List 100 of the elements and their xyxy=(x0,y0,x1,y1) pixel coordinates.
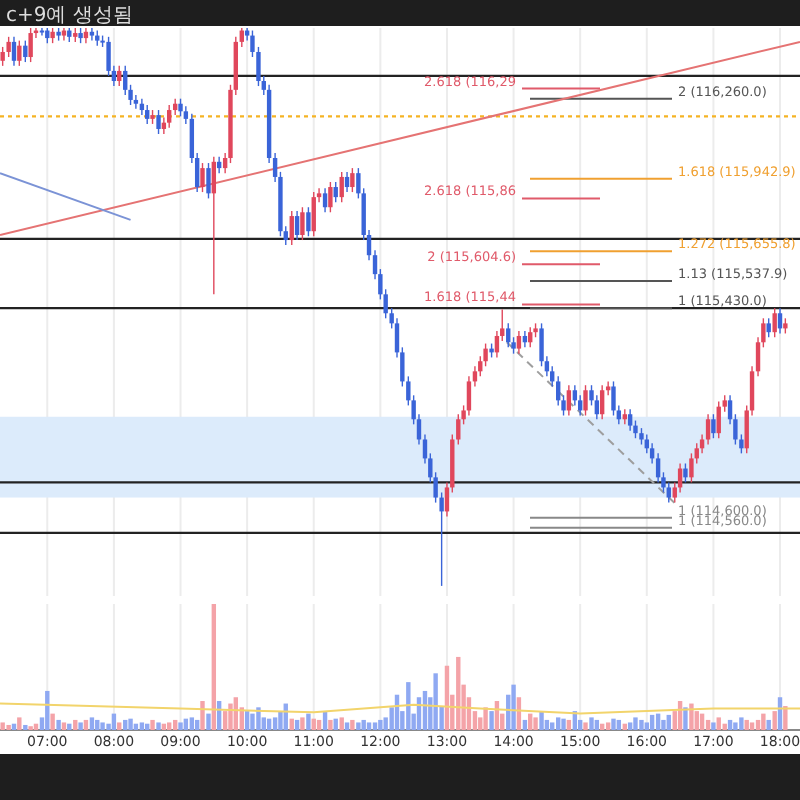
bar xyxy=(716,717,721,730)
bar xyxy=(23,724,28,730)
bar xyxy=(139,722,145,730)
bar xyxy=(89,717,95,730)
bar xyxy=(683,707,688,730)
bar xyxy=(627,722,633,730)
bar xyxy=(278,711,283,730)
bar xyxy=(633,717,638,730)
candlestick xyxy=(711,413,716,439)
candlestick xyxy=(583,384,588,417)
bar xyxy=(78,722,83,730)
candlestick xyxy=(566,384,572,417)
bar xyxy=(194,719,200,730)
bar xyxy=(206,713,211,730)
bar xyxy=(489,711,494,730)
candlestick xyxy=(28,27,33,63)
bar xyxy=(705,719,711,730)
bar xyxy=(749,722,755,730)
bar xyxy=(577,719,583,730)
bar xyxy=(366,722,372,730)
bar xyxy=(739,717,744,730)
candlestick xyxy=(306,206,311,237)
bar xyxy=(689,703,694,730)
bar xyxy=(605,722,611,730)
candlestick xyxy=(350,167,355,193)
candlestick xyxy=(156,109,161,135)
bar xyxy=(556,717,561,730)
bar xyxy=(300,717,305,730)
candlestick xyxy=(333,181,338,203)
candlestick xyxy=(777,307,783,335)
candlestick xyxy=(17,39,22,67)
bar xyxy=(522,719,528,730)
candlestick xyxy=(200,162,205,193)
bar xyxy=(117,722,122,730)
bar xyxy=(123,719,128,730)
bar xyxy=(616,719,622,730)
bar xyxy=(83,719,89,730)
candlestick xyxy=(516,330,522,355)
bar xyxy=(733,722,738,730)
bar xyxy=(200,701,205,730)
candlestick xyxy=(622,408,628,426)
bar xyxy=(372,722,378,730)
bar xyxy=(755,719,761,730)
candlestick xyxy=(599,384,605,420)
bar xyxy=(211,604,217,730)
candlestick xyxy=(344,171,350,193)
bar xyxy=(294,719,300,730)
bar xyxy=(544,719,550,730)
bar xyxy=(189,717,195,730)
bar xyxy=(0,722,5,730)
bar xyxy=(272,717,278,730)
bar xyxy=(150,719,155,730)
bar xyxy=(727,719,733,730)
candlestick xyxy=(89,27,95,42)
candlestick xyxy=(328,181,333,213)
bar xyxy=(222,711,228,730)
bar xyxy=(694,711,699,730)
bar xyxy=(661,719,666,730)
bar xyxy=(483,707,488,730)
bar xyxy=(772,711,777,730)
bar xyxy=(178,722,183,730)
candlestick xyxy=(117,65,122,87)
bar xyxy=(511,684,516,730)
bar xyxy=(61,722,67,730)
bar xyxy=(244,711,250,730)
bar xyxy=(316,719,322,730)
bar xyxy=(406,682,411,730)
bar xyxy=(583,722,588,730)
bar xyxy=(339,717,344,730)
bar xyxy=(550,722,555,730)
candlestick xyxy=(6,36,11,58)
bar xyxy=(344,722,350,730)
bar xyxy=(306,713,311,730)
candlestick xyxy=(294,210,300,241)
bar xyxy=(73,719,78,730)
bar xyxy=(95,719,100,730)
bar xyxy=(250,713,255,730)
candlestick xyxy=(506,322,511,349)
bar xyxy=(533,717,538,730)
bar xyxy=(56,719,61,730)
bar xyxy=(561,718,566,730)
candlestick xyxy=(705,413,711,446)
bar xyxy=(17,717,22,730)
bar xyxy=(100,722,105,730)
candlestick xyxy=(206,162,211,200)
candlestick xyxy=(772,307,777,338)
bar xyxy=(378,719,383,730)
bar xyxy=(639,719,644,730)
bar xyxy=(783,706,788,730)
bar xyxy=(644,722,649,730)
bar xyxy=(6,724,11,730)
bar xyxy=(50,713,55,730)
candlestick xyxy=(528,326,533,349)
candlestick xyxy=(23,39,28,63)
candlestick xyxy=(644,433,649,455)
bar xyxy=(711,722,716,730)
text: c+9예 생성됨 xyxy=(6,5,133,27)
bar xyxy=(166,722,172,730)
bar xyxy=(566,719,572,730)
candlestick xyxy=(11,36,17,67)
